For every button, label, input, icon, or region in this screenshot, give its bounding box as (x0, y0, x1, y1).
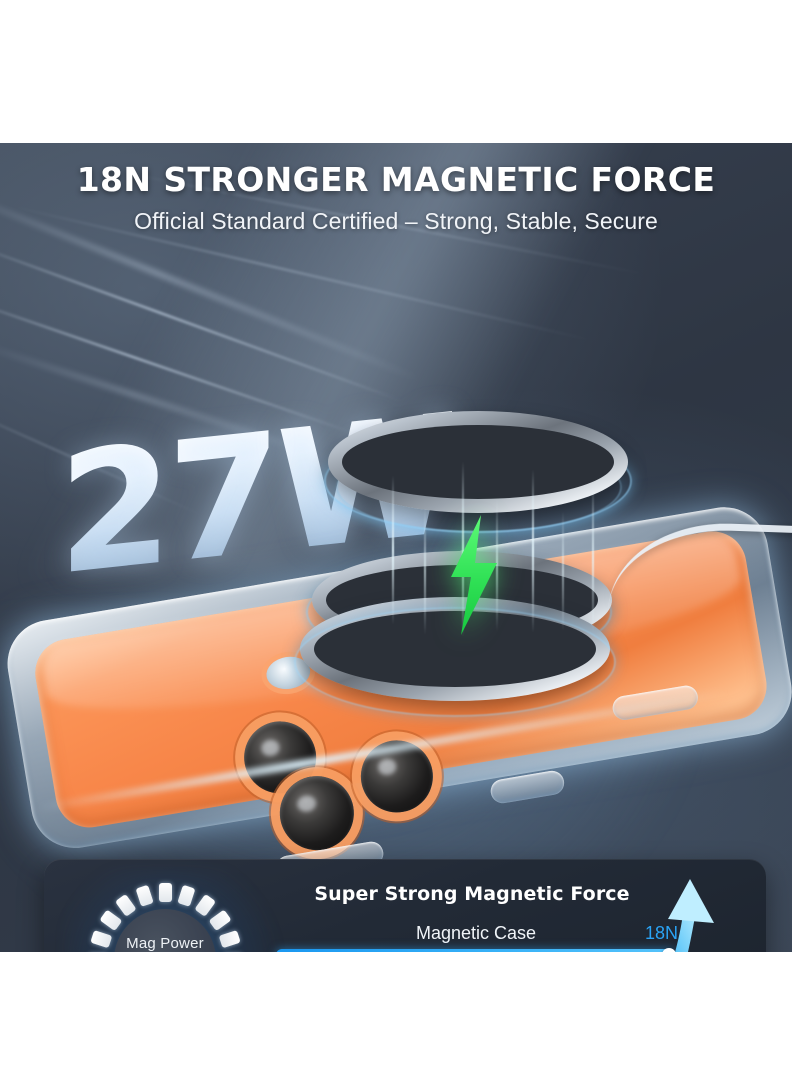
page-title: 18N STRONGER MAGNETIC FORCE (76, 160, 716, 199)
mag-power-gauge: Mag Power 18N (88, 883, 242, 952)
bar-label-magnetic-case: Magnetic Case (415, 923, 537, 943)
gauge-segment (208, 909, 232, 932)
upward-trend-arrow-icon (668, 879, 714, 952)
comparison-bars: Magnetic Case 18N Other 7N (276, 923, 678, 952)
gauge-label: Mag Power (126, 935, 204, 952)
magnetic-force-panel: Mag Power 18N Super Strong Magnetic Forc… (44, 859, 766, 952)
gauge-segment (98, 909, 122, 932)
bar-knob-magnetic-case[interactable] (662, 948, 676, 952)
bar-row-magnetic-case: Magnetic Case 18N (276, 923, 678, 952)
gauge-segment (158, 883, 172, 902)
page-subtitle: Official Standard Certified – Strong, St… (134, 208, 658, 234)
gauge-segment (193, 893, 216, 917)
bar-track-magnetic-case[interactable] (276, 948, 676, 952)
enhancement-indicator: 157% Enhanced (622, 875, 752, 952)
lightning-bolt-icon (451, 515, 497, 635)
gauge-segment (135, 884, 154, 907)
gauge-segment (176, 884, 195, 907)
bar-value-magnetic-case: 18N (644, 923, 678, 943)
panel-title: Super Strong Magnetic Force (314, 883, 630, 905)
gauge-segment (114, 893, 137, 917)
magsafe-charger-icon (294, 411, 660, 717)
hero-scene: 27W (0, 143, 792, 952)
